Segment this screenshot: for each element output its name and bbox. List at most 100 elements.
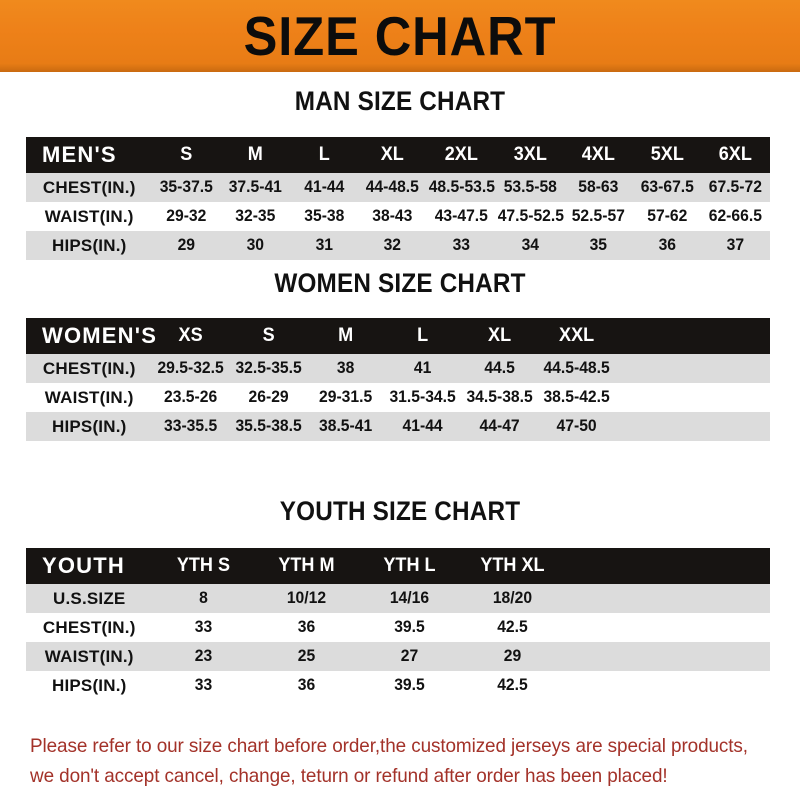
men-table-body: CHEST(IN.) 35-37.5 37.5-41 41-44 44-48.5 48.5…: [26, 173, 770, 260]
women-measure-label-2: HIPS(IN.): [51, 416, 127, 436]
man-cell-1-3: 38-43: [372, 207, 413, 225]
man-cell-2-3: 32: [383, 236, 402, 254]
women-size-table: WOMEN'S XS S M L XL XXL CHEST(IN.) 29.5-32.5 32.…: [26, 318, 770, 441]
youth-cell-2-0: 23: [195, 647, 213, 665]
table-row: WAIST(IN.) 29-32 32-35 35-38 38-43 43-47.5 47.…: [26, 202, 770, 231]
man-measure-label-1: WAIST(IN.): [44, 206, 134, 226]
youth-measure-label-1: CHEST(IN.): [42, 617, 136, 637]
youth-measure-label-2: WAIST(IN.): [44, 646, 134, 666]
table-row: CHEST(IN.) 35-37.5 37.5-41 41-44 44-48.5 48.5…: [26, 173, 770, 202]
man-measure-label-2: HIPS(IN.): [51, 235, 127, 255]
youth-cell-0-2: 14/16: [390, 589, 430, 607]
man-cell-1-4: 43-47.5: [434, 207, 488, 225]
women-header-row: WOMEN'S XS S M L XL XXL: [26, 318, 770, 354]
women-size-header-5: XXL: [559, 325, 595, 346]
women-cell-2-3: 41-44: [402, 417, 443, 435]
men-table-head: MEN'S S M L XL 2XL 3XL 4XL 5XL 6XL: [26, 137, 770, 173]
man-cell-1-1: 32-35: [235, 207, 276, 225]
youth-cell-3-2: 39.5: [394, 676, 426, 694]
table-row: WAIST(IN.) 23 25 27 29: [26, 642, 770, 671]
youth-cell-2-3: 29: [503, 647, 522, 665]
youth-measure-label-3: HIPS(IN.): [51, 675, 127, 695]
youth-cell-1-3: 42.5: [497, 618, 528, 636]
youth-cell-2-5: [670, 642, 768, 671]
page-banner: SIZE CHART: [0, 0, 800, 72]
youth-size-header-4: [567, 548, 665, 584]
man-header-row: MEN'S S M L XL 2XL 3XL 4XL 5XL 6XL: [26, 137, 770, 173]
women-cell-2-2: 38.5-41: [318, 417, 373, 435]
man-size-header-3: XL: [381, 144, 405, 165]
youth-table-head: YOUTH YTH S YTH M YTH L YTH XL: [26, 548, 770, 584]
youth-cell-1-5: [670, 613, 768, 642]
man-cell-1-5: 47.5-52.5: [497, 207, 564, 225]
youth-cell-2-2: 27: [401, 647, 419, 665]
table-row: CHEST(IN.) 33 36 39.5 42.5: [26, 613, 770, 642]
man-size-header-1: M: [247, 144, 263, 165]
man-cell-2-6: 35: [589, 236, 608, 254]
women-cell-1-5: 38.5-42.5: [543, 388, 611, 406]
women-cell-1-4: 34.5-38.5: [466, 388, 533, 406]
youth-cell-1-0: 33: [195, 618, 213, 636]
man-size-header-2: L: [318, 144, 330, 165]
youth-cell-0-4: [567, 584, 665, 613]
page-title: SIZE CHART: [243, 4, 557, 67]
women-size-header-4: XL: [488, 325, 512, 346]
women-size-header-0: XS: [179, 325, 204, 346]
women-cell-2-5: 47-50: [556, 417, 598, 435]
youth-cell-0-1: 10/12: [287, 589, 327, 607]
footer-line-1: Please refer to our size chart before or…: [30, 735, 748, 757]
youth-size-header-0: YTH S: [177, 555, 231, 576]
man-cell-2-8: 37: [726, 236, 745, 254]
man-cell-0-6: 58-63: [578, 178, 619, 196]
man-cell-1-7: 57-62: [646, 207, 688, 225]
women-size-header-7: [695, 318, 768, 354]
women-cell-0-7: [695, 354, 768, 383]
man-cell-2-0: 29: [178, 236, 196, 254]
youth-cell-1-1: 36: [298, 618, 316, 636]
footer-disclaimer: Please refer to our size chart before or…: [30, 731, 754, 791]
man-cell-1-0: 29-32: [166, 207, 207, 225]
youth-table-body: U.S.SIZE 8 10/12 14/16 18/20 CHEST(IN.) 33 36 39…: [26, 584, 770, 700]
women-cell-2-6: [618, 412, 691, 441]
table-row: HIPS(IN.) 33-35.5 35.5-38.5 38.5-41 41-44 44-…: [26, 412, 770, 441]
man-cell-0-3: 44-48.5: [366, 178, 420, 196]
man-size-header-8: 6XL: [719, 144, 753, 165]
table-row: WAIST(IN.) 23.5-26 26-29 29-31.5 31.5-34.5 34…: [26, 383, 770, 412]
youth-cell-2-1: 25: [298, 647, 316, 665]
table-row: HIPS(IN.) 29 30 31 32 33 34 35 36 37: [26, 231, 770, 260]
man-size-header-5: 3XL: [513, 144, 547, 165]
man-size-header-6: 4XL: [581, 144, 615, 165]
man-cell-2-1: 30: [246, 236, 265, 254]
man-cell-0-4: 48.5-53.5: [428, 178, 495, 196]
women-cell-1-0: 23.5-26: [164, 388, 218, 406]
man-cell-0-1: 37.5-41: [228, 178, 282, 196]
women-measure-label-1: WAIST(IN.): [44, 387, 134, 407]
youth-cell-3-5: [670, 671, 768, 700]
man-cell-0-0: 35-37.5: [160, 178, 214, 196]
women-cell-0-2: 38: [336, 359, 355, 377]
youth-section-title: YOUTH SIZE CHART: [279, 496, 521, 526]
youth-cell-1-4: [567, 613, 665, 642]
youth-measure-label-0: U.S.SIZE: [53, 588, 126, 608]
women-cell-0-5: 44.5-48.5: [543, 359, 611, 377]
women-cell-0-3: 41: [413, 359, 432, 377]
youth-cell-1-2: 39.5: [394, 618, 426, 636]
women-cell-0-1: 32.5-35.5: [235, 359, 302, 377]
women-size-header-1: S: [262, 325, 275, 346]
women-table-body: CHEST(IN.) 29.5-32.5 32.5-35.5 38 41 44.5 44.5…: [26, 354, 770, 441]
women-row-label-header: WOMEN'S: [42, 323, 158, 348]
table-row: U.S.SIZE 8 10/12 14/16 18/20: [26, 584, 770, 613]
man-size-header-0: S: [180, 144, 193, 165]
man-cell-0-2: 41-44: [303, 178, 345, 196]
youth-header-row: YOUTH YTH S YTH M YTH L YTH XL: [26, 548, 770, 584]
youth-cell-0-3: 18/20: [493, 589, 533, 607]
youth-cell-0-5: [670, 584, 768, 613]
women-cell-1-7: [695, 383, 768, 412]
women-cell-1-1: 26-29: [248, 388, 289, 406]
table-row: HIPS(IN.) 33 36 39.5 42.5: [26, 671, 770, 700]
women-size-header-2: M: [337, 325, 353, 346]
man-cell-1-2: 35-38: [303, 207, 345, 225]
women-measure-label-0: CHEST(IN.): [42, 358, 136, 378]
youth-size-table: YOUTH YTH S YTH M YTH L YTH XL U.S.SIZE 8 10/1…: [26, 548, 770, 700]
